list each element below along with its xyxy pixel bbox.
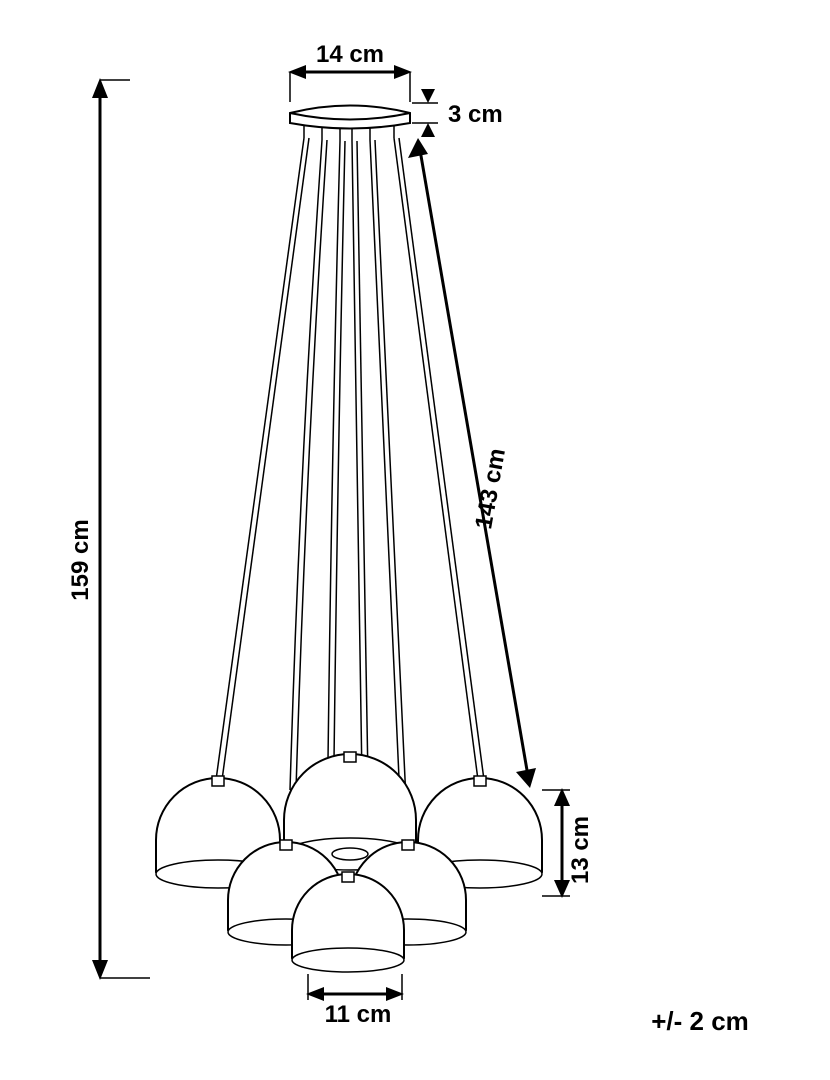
label-total-height: 159 cm	[67, 519, 94, 600]
dim-total-height: 159 cm	[67, 78, 150, 980]
canopy	[290, 106, 410, 142]
lamp-illustration	[156, 106, 542, 973]
dimension-diagram: 159 cm 14 cm 3 cm 143 cm 13 cm	[0, 0, 830, 1080]
dim-shade-opening: 11 cm	[306, 974, 404, 1028]
label-canopy-width: 14 cm	[316, 41, 384, 68]
dim-canopy-width: 14 cm	[288, 41, 412, 102]
label-shade-opening: 11 cm	[325, 1001, 392, 1028]
label-shade-height: 13 cm	[567, 816, 594, 884]
label-tolerance: +/- 2 cm	[651, 1006, 749, 1036]
dim-canopy-height: 3 cm	[412, 89, 503, 137]
dim-shade-height: 13 cm	[542, 788, 594, 898]
cords	[216, 138, 484, 800]
label-cord-length: 143 cm	[470, 446, 511, 531]
label-canopy-height: 3 cm	[448, 101, 503, 128]
